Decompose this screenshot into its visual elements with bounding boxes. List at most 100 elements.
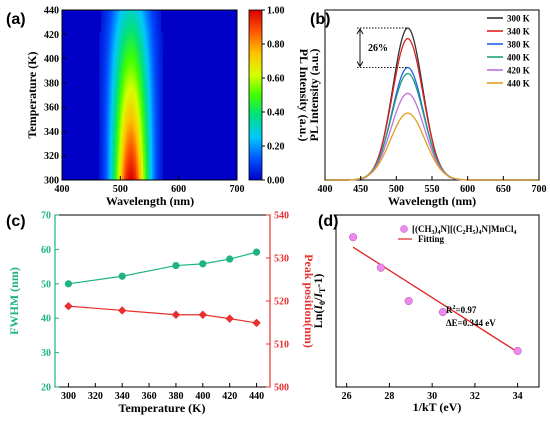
heatmap-cell [130,90,133,93]
heatmap-cell [123,56,126,59]
heatmap-cell [111,75,114,79]
heatmap-cell [151,143,154,147]
heatmap-cell [108,53,111,57]
heatmap-cell [120,129,123,132]
heatmap-cell [144,19,147,23]
heatmap-cell [136,172,139,176]
heatmap-cell [155,99,158,103]
heatmap-cell [157,158,160,161]
heatmap-cell [155,141,158,144]
heatmap-cell [108,87,111,91]
heatmap-cell [134,68,137,72]
heatmap-cell [99,97,102,101]
heatmap-cell [115,104,118,108]
heatmap-cell [153,56,156,59]
heatmap-cell [150,80,153,84]
heatmap-cell [123,119,126,123]
heatmap-cell [129,175,132,178]
heatmap-cell [143,19,146,23]
heatmap-cell [104,63,107,67]
heatmap-cell [151,126,154,130]
heatmap-cell [141,163,144,166]
heatmap-cell [115,129,118,132]
heatmap-cell [122,119,125,123]
heatmap-cell [101,27,104,30]
heatmap-cell [106,129,109,132]
heatmap-cell [122,121,125,125]
heatmap-cell [136,138,139,142]
heatmap-cell [101,41,104,45]
heatmap-cell [153,75,156,79]
heatmap-cell [148,160,151,164]
heatmap-cell [143,136,146,140]
heatmap-cell [102,90,105,93]
heatmap-cell [104,112,107,115]
heatmap-cell [127,73,130,76]
heatmap-cell [130,112,133,115]
heatmap-cell [120,19,123,23]
heatmap-cell [141,104,144,108]
heatmap-cell [104,75,107,79]
heatmap-cell [157,175,160,178]
heatmap-cell [136,19,139,23]
heatmap-cell [108,97,111,101]
heatmap-cell [118,14,121,18]
heatmap-cell [137,63,140,67]
heatmap-cell [137,155,140,159]
heatmap-cell [132,104,135,108]
heatmap-cell [106,167,109,171]
heatmap-cell [132,78,135,81]
heatmap-cell [130,27,133,30]
heatmap-cell [143,34,146,38]
heatmap-cell [157,92,160,96]
heatmap-cell [151,109,154,113]
heatmap-cell [118,175,121,178]
heatmap-cell [137,131,140,135]
heatmap-cell [139,34,142,38]
heatmap-cell [153,87,156,91]
heatmap-cell [160,143,163,147]
legend-label: 340 K [507,27,530,37]
heatmap-cell [158,78,161,81]
heatmap-cell [115,34,118,38]
heatmap-cell [137,19,140,23]
heatmap-cell [101,114,104,118]
heatmap-cell [146,126,149,130]
heatmap-cell [115,14,118,18]
heatmap-cell [129,131,132,135]
heatmap-cell [158,73,161,76]
heatmap-cell [123,165,126,169]
heatmap-cell [116,133,119,137]
heatmap-cell [101,44,104,47]
heatmap-cell [158,61,161,64]
heatmap-cell [129,104,132,108]
heatmap-cell [148,167,151,171]
heatmap-cell [139,12,142,16]
heatmap-cell [129,107,132,110]
heatmap-cell [120,133,123,137]
heatmap-cell [146,53,149,57]
heatmap-cell [155,121,158,125]
heatmap-cell [120,61,123,64]
heatmap-cell [127,95,130,98]
heatmap-cell [143,124,146,127]
heatmap-cell [155,143,158,147]
heatmap-cell [108,143,111,147]
heatmap-cell [139,90,142,93]
heatmap-cell [160,99,163,103]
heatmap-cell [146,138,149,142]
heatmap-cell [136,41,139,45]
heatmap-cell [158,97,161,101]
heatmap-cell [129,124,132,127]
heatmap-cell [141,58,144,62]
heatmap-cell [134,104,137,108]
heatmap-cell [127,14,130,18]
heatmap-cell [129,22,132,25]
heatmap-cell [155,31,158,35]
heatmap-cell [144,58,147,62]
heatmap-cell [108,155,111,159]
heatmap-cell [137,114,140,118]
heatmap-cell [109,119,112,123]
heatmap-cell [120,48,123,52]
heatmap-cell [127,158,130,161]
